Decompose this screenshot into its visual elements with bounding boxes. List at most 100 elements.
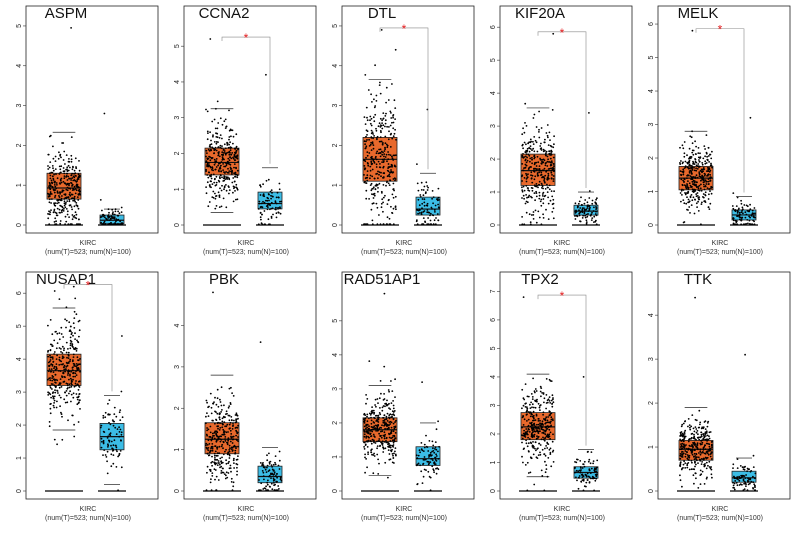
data-point [65,351,68,354]
data-point [552,433,554,436]
data-point [386,146,389,149]
data-point [395,208,397,211]
data-point [73,195,76,198]
data-point [392,413,395,416]
data-point [207,447,210,449]
data-point [432,468,435,470]
data-point [382,176,385,179]
data-point [552,180,555,183]
data-point [236,466,238,469]
data-point [544,149,546,152]
data-point [593,469,596,472]
data-point [542,158,545,161]
data-point [65,201,67,204]
data-point [549,453,552,455]
data-point [522,415,524,418]
data-point [219,144,222,147]
data-point [61,190,64,193]
data-point [117,223,120,226]
y-tick-label: 2 [648,401,655,405]
data-point [385,153,388,156]
data-point [527,425,529,428]
data-point [65,341,68,344]
data-point [749,482,751,485]
data-point [574,471,577,474]
data-point [210,139,212,142]
data-point [682,147,685,150]
data-point [690,155,692,158]
data-point [531,189,534,192]
data-point [684,453,687,455]
data-point [55,173,57,176]
data-point [549,451,552,454]
data-point [693,180,696,183]
data-point [219,401,222,403]
data-point [529,403,531,406]
data-point [386,412,389,415]
data-point [217,122,220,124]
data-point [71,214,74,216]
data-point [221,153,223,156]
data-point [707,147,710,149]
data-point [523,197,525,200]
y-tick-label: 3 [16,104,23,108]
data-point [416,463,419,466]
data-point [533,483,536,486]
data-point [532,117,535,119]
data-point [52,391,55,393]
data-point [385,402,387,405]
data-point [697,487,700,489]
data-point [69,377,72,380]
gene-title: ASPM [45,5,88,22]
data-point [233,180,236,183]
data-point [748,215,750,218]
data-point [220,445,223,448]
data-point [209,38,212,40]
data-point [574,202,577,205]
data-point [372,197,375,199]
boxplot-panel-rad51ap1: 0 1 2 3 4 5 RAD51AP1 KIRC (num(T)=523; num(N)=10… [328,266,478,532]
data-point [746,489,749,491]
data-point [213,452,216,455]
data-point [66,387,69,390]
gene-title: NUSAP1 [36,271,96,288]
data-point [535,449,537,452]
data-point [73,385,76,388]
data-point [215,489,218,492]
data-point [371,426,374,428]
data-point [226,171,229,174]
data-point [114,210,117,213]
data-point [370,117,373,120]
data-point [102,414,105,417]
data-point [215,462,218,465]
data-point [546,155,549,158]
data-point [374,427,376,429]
data-point [535,192,538,195]
data-point [394,432,397,434]
data-point [229,403,232,405]
data-point [703,438,705,441]
data-point [392,116,394,119]
data-point [369,119,371,122]
data-point [58,347,61,349]
data-point [111,447,113,450]
data-point [420,181,423,184]
data-point [530,393,533,395]
data-point [372,421,375,423]
data-point [383,414,386,417]
data-point [65,390,68,392]
data-point [209,131,211,134]
data-point [382,446,385,449]
data-point [259,184,262,187]
data-point [545,464,548,466]
data-point [210,489,213,492]
data-point [753,223,756,226]
data-point [388,126,390,128]
data-point [584,214,586,217]
data-point [548,131,551,134]
data-point [61,208,64,211]
data-point [56,199,59,202]
data-point [529,157,532,160]
data-point [685,187,688,190]
data-point [431,459,434,461]
